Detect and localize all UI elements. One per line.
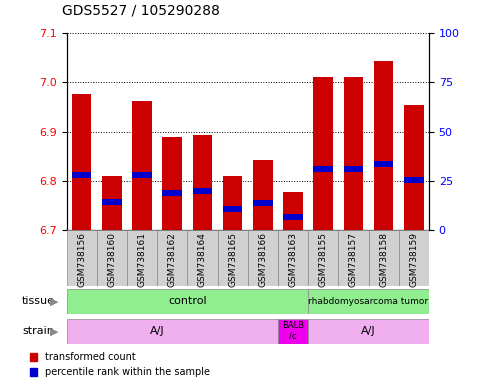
- Bar: [308, 230, 338, 286]
- Bar: [67, 230, 97, 286]
- Bar: [127, 230, 157, 286]
- Bar: [374, 61, 393, 230]
- Bar: [97, 230, 127, 286]
- Bar: [67, 289, 308, 314]
- Bar: [72, 94, 92, 230]
- Text: GSM738157: GSM738157: [349, 232, 358, 287]
- Bar: [344, 77, 363, 230]
- Bar: [314, 166, 333, 172]
- Bar: [374, 161, 393, 167]
- Text: GDS5527 / 105290288: GDS5527 / 105290288: [62, 3, 219, 17]
- Bar: [253, 160, 273, 230]
- Bar: [404, 105, 423, 230]
- Text: GSM738161: GSM738161: [138, 232, 146, 287]
- Bar: [283, 214, 303, 220]
- Text: control: control: [168, 296, 207, 306]
- Bar: [193, 136, 212, 230]
- Bar: [283, 192, 303, 230]
- Text: GSM738166: GSM738166: [258, 232, 267, 287]
- Text: GSM738165: GSM738165: [228, 232, 237, 287]
- Text: GSM738159: GSM738159: [409, 232, 419, 287]
- Text: ▶: ▶: [50, 296, 59, 306]
- Text: rhabdomyosarcoma tumor: rhabdomyosarcoma tumor: [309, 297, 428, 306]
- Text: ▶: ▶: [50, 326, 59, 336]
- Bar: [162, 190, 182, 196]
- Bar: [308, 289, 429, 314]
- Bar: [72, 172, 92, 178]
- Bar: [162, 137, 182, 230]
- Legend: transformed count, percentile rank within the sample: transformed count, percentile rank withi…: [30, 353, 210, 377]
- Bar: [399, 230, 429, 286]
- Text: GSM738158: GSM738158: [379, 232, 388, 287]
- Text: A/J: A/J: [150, 326, 165, 336]
- Bar: [368, 230, 399, 286]
- Bar: [278, 319, 308, 344]
- Text: BALB
/c: BALB /c: [282, 321, 304, 341]
- Bar: [223, 176, 243, 230]
- Bar: [308, 319, 429, 344]
- Bar: [344, 166, 363, 172]
- Text: A/J: A/J: [361, 326, 376, 336]
- Bar: [132, 172, 152, 178]
- Bar: [67, 319, 278, 344]
- Bar: [157, 230, 187, 286]
- Text: GSM738162: GSM738162: [168, 232, 177, 287]
- Text: GSM738155: GSM738155: [318, 232, 328, 287]
- Bar: [102, 199, 122, 205]
- Bar: [102, 176, 122, 230]
- Bar: [193, 189, 212, 194]
- Text: strain: strain: [22, 326, 54, 336]
- Bar: [223, 206, 243, 212]
- Bar: [253, 200, 273, 206]
- Bar: [314, 77, 333, 230]
- Bar: [132, 101, 152, 230]
- Bar: [187, 230, 217, 286]
- Bar: [338, 230, 368, 286]
- Bar: [404, 177, 423, 183]
- Text: GSM738156: GSM738156: [77, 232, 86, 287]
- Text: GSM738163: GSM738163: [288, 232, 298, 287]
- Text: GSM738160: GSM738160: [107, 232, 116, 287]
- Bar: [248, 230, 278, 286]
- Bar: [217, 230, 247, 286]
- Text: GSM738164: GSM738164: [198, 232, 207, 287]
- Text: tissue: tissue: [22, 296, 55, 306]
- Bar: [278, 230, 308, 286]
